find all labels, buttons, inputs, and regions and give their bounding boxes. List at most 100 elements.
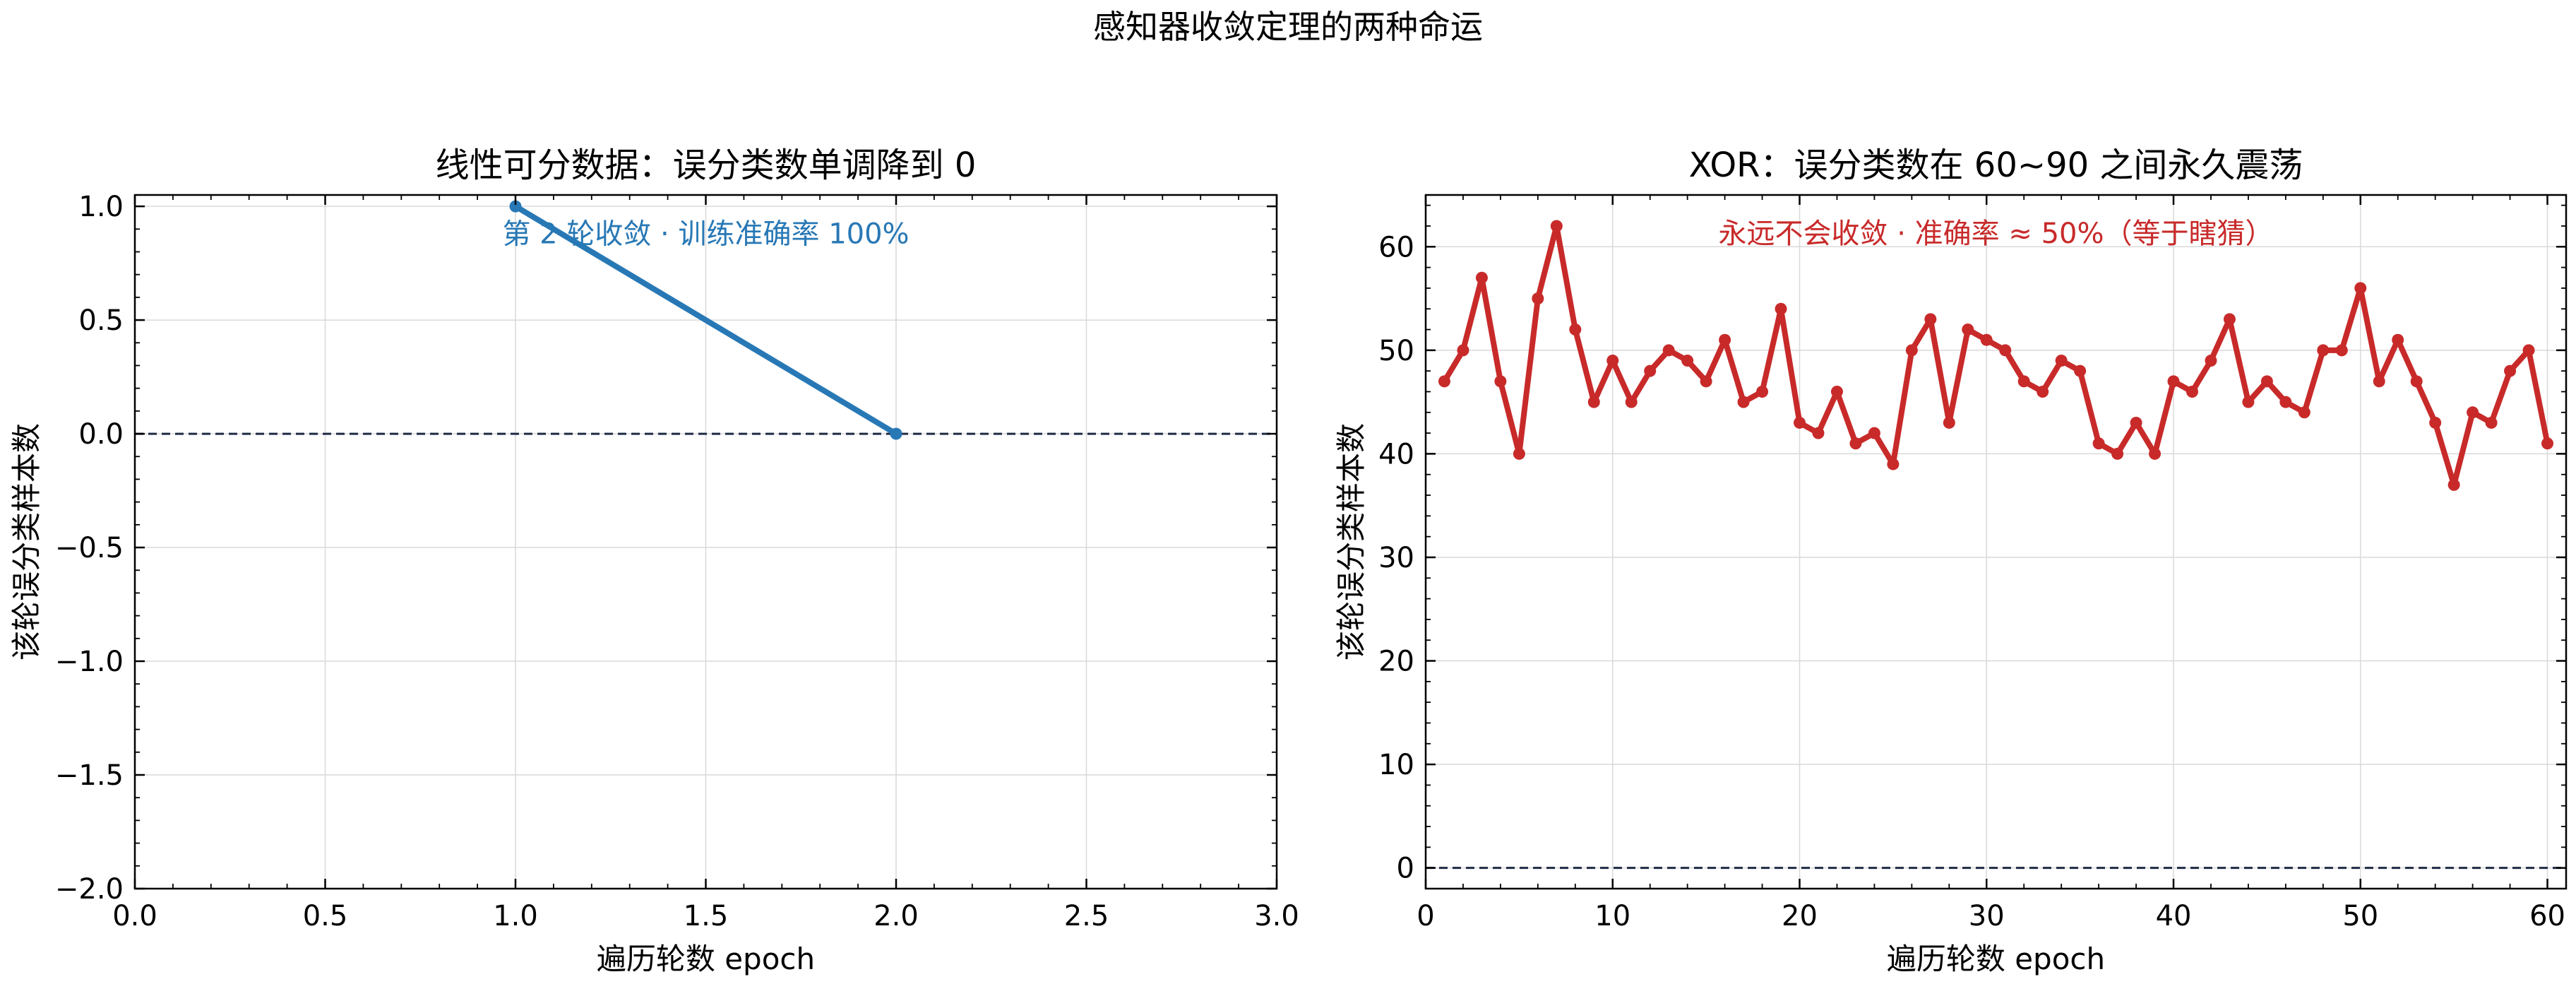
data-point	[1532, 292, 1544, 305]
data-point	[890, 427, 902, 440]
panel-xor: 0 10 20 30 40 50 60 0 10 20 30 40 50 60 XOR：误分类数在 60~9…	[1334, 146, 2568, 976]
data-point	[1700, 375, 1712, 388]
data-point	[2447, 478, 2460, 491]
x-tick-label: 50	[2342, 900, 2378, 932]
data-point	[1475, 271, 1488, 284]
data-point	[2485, 416, 2498, 429]
y-tick-label: −1.5	[55, 759, 124, 792]
data-point	[1494, 375, 1507, 388]
y-tick-label: 20	[1378, 646, 1414, 678]
data-point	[1924, 313, 1937, 326]
y-tick-label: 0	[1397, 853, 1414, 885]
data-point	[1625, 396, 1638, 408]
data-point	[2149, 447, 2161, 460]
data-point	[2335, 344, 2348, 357]
chart-annotation: 永远不会收敛 · 准确率 ≈ 50%（等于瞎猜）	[1719, 218, 2274, 250]
data-point	[1644, 364, 1657, 377]
data-point	[2092, 437, 2105, 450]
series-line	[1441, 223, 2551, 488]
data-point	[1737, 396, 1750, 408]
y-tick-label: 0.0	[78, 418, 124, 451]
data-point	[1794, 416, 1806, 429]
data-point	[2223, 313, 2236, 326]
y-tick-label: 60	[1378, 231, 1414, 263]
data-point	[1999, 344, 2012, 357]
data-point	[2541, 437, 2554, 450]
data-point	[2392, 333, 2404, 346]
data-point	[2205, 355, 2217, 367]
x-tick-label: 2.0	[873, 900, 919, 932]
data-point	[1962, 324, 1974, 336]
data-point	[2055, 355, 2068, 367]
x-tick-label: 2.5	[1064, 900, 1109, 932]
data-point	[509, 200, 522, 213]
x-tick-label: 1.0	[493, 900, 538, 932]
data-point	[1587, 396, 1600, 408]
series-line	[513, 203, 899, 437]
data-point	[1681, 355, 1694, 367]
y-tick-label: −0.5	[55, 532, 124, 564]
data-point	[1457, 344, 1469, 357]
data-point	[1550, 220, 1563, 232]
data-point	[2467, 406, 2479, 419]
y-axis-label: 该轮误分类样本数	[1334, 423, 1368, 660]
data-point	[2429, 416, 2442, 429]
data-point	[2111, 447, 2124, 460]
x-axis-label: 遍历轮数 epoch	[597, 942, 815, 976]
x-tick-label: 40	[2156, 900, 2192, 932]
data-point	[2279, 396, 2292, 408]
data-point	[1756, 385, 1769, 398]
y-tick-label: 0.5	[78, 304, 124, 337]
data-point	[2317, 344, 2330, 357]
data-point	[2167, 375, 2180, 388]
data-point	[1719, 333, 1731, 346]
data-point	[2186, 385, 2198, 398]
y-tick-label: 40	[1378, 438, 1414, 470]
data-point	[2242, 396, 2255, 408]
data-point	[2298, 406, 2310, 419]
x-tick-label: 20	[1782, 900, 1818, 932]
data-point	[1849, 437, 1862, 450]
data-point	[1662, 344, 1675, 357]
data-point	[1513, 447, 1525, 460]
x-tick-label: 0.5	[303, 900, 348, 932]
y-tick-label: 1.0	[78, 191, 124, 223]
y-axis-label: 该轮误分类样本数	[9, 423, 44, 660]
data-point	[2017, 375, 2030, 388]
panel-separable: 0.0 0.5 1.0 1.5 2.0 2.5 3.0 −2.0 −1.5 −1.0 −0.5 0.0…	[9, 146, 1299, 976]
data-point	[1980, 333, 1993, 346]
data-point	[1438, 375, 1450, 388]
y-tick-label: −1.0	[55, 646, 124, 678]
data-point	[1887, 458, 1900, 470]
x-tick-label: 0.0	[112, 900, 157, 932]
data-point	[2522, 344, 2535, 357]
data-point	[1905, 344, 1918, 357]
y-tick-label: 10	[1378, 749, 1414, 781]
x-tick-label: 10	[1594, 900, 1630, 932]
figure-suptitle: 感知器收敛定理的两种命运	[1093, 8, 1483, 46]
x-tick-label: 1.5	[684, 900, 729, 932]
data-point	[2260, 375, 2273, 388]
data-point	[1830, 385, 1843, 398]
axes-frame	[1424, 194, 2568, 890]
y-tick-label: 30	[1378, 542, 1414, 574]
chart-title: XOR：误分类数在 60~90 之间永久震荡	[1689, 146, 2303, 185]
chart-annotation: 第 2 轮收敛 · 训练准确率 100%	[502, 218, 909, 251]
data-point	[1868, 427, 1880, 439]
data-point	[2130, 416, 2142, 429]
data-point	[2037, 385, 2049, 398]
data-point	[2410, 375, 2423, 388]
y-tick-label: −2.0	[55, 873, 124, 906]
x-axis-label: 遍历轮数 epoch	[1887, 942, 2105, 976]
x-tick-label: 3.0	[1254, 900, 1299, 932]
x-tick-label: 30	[1969, 900, 2005, 932]
y-tick-label: 50	[1378, 335, 1414, 367]
x-tick-label: 60	[2529, 900, 2565, 932]
data-point	[2074, 364, 2087, 377]
data-point	[1606, 355, 1619, 367]
chart-title: 线性可分数据：误分类数单调降到 0	[436, 146, 977, 185]
data-point	[1569, 324, 1582, 336]
data-point	[1775, 302, 1787, 315]
